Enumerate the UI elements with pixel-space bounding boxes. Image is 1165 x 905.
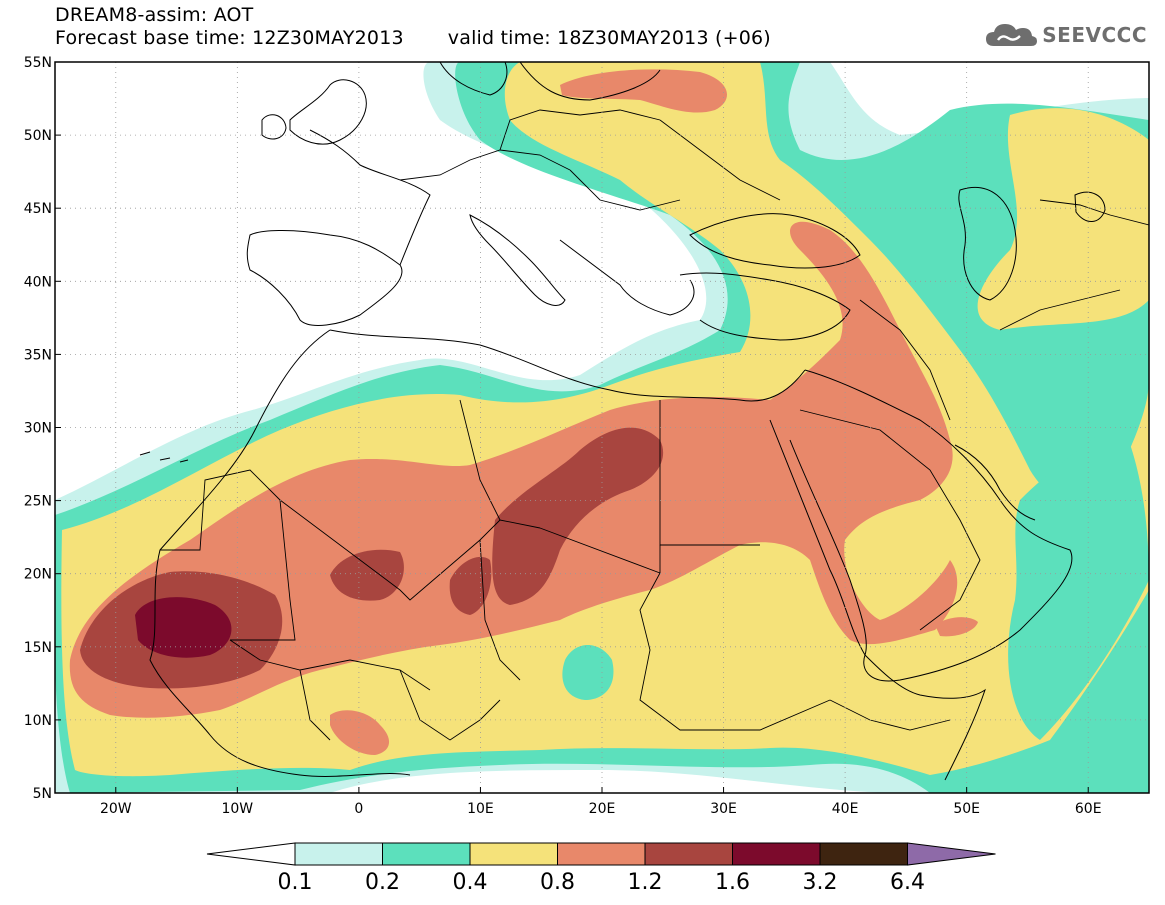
coast-black-sea bbox=[689, 213, 861, 269]
coast-red-sea bbox=[769, 419, 867, 657]
border-europe-2 bbox=[499, 109, 661, 151]
coast-north-africa bbox=[329, 329, 806, 402]
aot-level-1-2-d bbox=[492, 427, 664, 605]
border-iraq-iran bbox=[859, 299, 951, 421]
border-kazakh bbox=[1039, 199, 1149, 226]
coast-arabia bbox=[804, 369, 1073, 682]
border-mauritania bbox=[160, 469, 296, 641]
lon-label: 0 bbox=[354, 801, 363, 817]
lat-label: 40N bbox=[24, 274, 52, 290]
lat-label: 20N bbox=[24, 567, 52, 583]
border-nigeria bbox=[399, 669, 501, 741]
lon-label: 20E bbox=[589, 801, 616, 817]
lat-label: 15N bbox=[24, 640, 52, 656]
aot-level-1-2-b bbox=[330, 549, 404, 601]
coast-iberia bbox=[246, 230, 403, 326]
border-niger-chad bbox=[479, 539, 521, 681]
coast-italy bbox=[469, 214, 566, 306]
coast-turkey bbox=[679, 272, 851, 341]
border-europe-1 bbox=[399, 149, 571, 181]
title-line-1: DREAM8-assim: AOT bbox=[55, 4, 254, 26]
coast-scandinavia bbox=[439, 62, 508, 96]
lon-label: 50E bbox=[953, 801, 980, 817]
lon-label: 30E bbox=[710, 801, 737, 817]
coastlines bbox=[139, 62, 1106, 781]
title-line-2: Forecast base time: 12Z30MAY2013 valid ti… bbox=[55, 27, 771, 50]
aot-level-0-8-blob2 bbox=[935, 617, 978, 637]
lon-label: 10E bbox=[467, 801, 494, 817]
border-saudi bbox=[799, 409, 981, 631]
coast-baltic bbox=[519, 62, 661, 101]
valid-time: valid time: 18Z30MAY2013 (+06) bbox=[447, 27, 771, 49]
coast-west-africa bbox=[149, 329, 411, 777]
aot-level-0-8 bbox=[69, 221, 958, 718]
lat-label: 45N bbox=[24, 201, 52, 217]
latitude-labels: 55N 50N 45N 40N 35N 30N 25N 20N 15N 10N 5N bbox=[24, 55, 52, 802]
forecast-base-time: Forecast base time: 12Z30MAY2013 bbox=[55, 27, 404, 49]
cloud-icon bbox=[986, 24, 1038, 46]
coast-canaries bbox=[139, 451, 189, 463]
seevccc-logo: SEEVCCC bbox=[984, 20, 1147, 50]
lon-label: 20W bbox=[100, 801, 132, 817]
lat-label: 30N bbox=[24, 421, 52, 437]
coast-balkans bbox=[559, 239, 695, 316]
coast-britain bbox=[289, 79, 367, 145]
border-ethiopia bbox=[829, 699, 951, 731]
country-borders bbox=[160, 109, 1149, 741]
map-title: DREAM8-assim: AOT Forecast base time: 12… bbox=[55, 4, 771, 50]
border-sudan bbox=[639, 572, 831, 731]
aot-level-0-8-north bbox=[560, 69, 727, 113]
lat-label: 55N bbox=[24, 55, 52, 71]
graticule bbox=[55, 62, 1149, 793]
border-central-asia bbox=[999, 289, 1121, 331]
coast-ireland bbox=[261, 114, 287, 140]
coast-caspian bbox=[958, 186, 1017, 301]
lon-label: 60E bbox=[1075, 801, 1102, 817]
aot-level-1-6 bbox=[135, 597, 232, 658]
aot-level-1-2-c bbox=[449, 556, 492, 615]
coast-persian-gulf bbox=[954, 444, 1036, 521]
lat-label: 50N bbox=[24, 128, 52, 144]
lon-label: 40E bbox=[832, 801, 859, 817]
coast-horn-africa bbox=[864, 654, 986, 781]
border-algeria-mali bbox=[279, 499, 541, 601]
aot-level-0-8-blob1 bbox=[330, 710, 390, 755]
lat-label: 5N bbox=[33, 786, 52, 802]
aot-level-0-2-arabia bbox=[1008, 420, 1149, 740]
lat-label: 35N bbox=[24, 347, 52, 363]
lat-label: 25N bbox=[24, 494, 52, 510]
border-west-africa-1 bbox=[229, 639, 431, 691]
aot-level-0-2-hole bbox=[562, 645, 614, 700]
lat-label: 10N bbox=[24, 713, 52, 729]
longitude-labels: 20W 10W 0 10E 20E 30E 40E 50E 60E bbox=[100, 801, 1102, 817]
border-europe-3 bbox=[569, 169, 681, 211]
aot-level-0-4-east bbox=[977, 108, 1149, 330]
logo-text: SEEVCCC bbox=[1042, 23, 1147, 47]
lon-label: 10W bbox=[221, 801, 253, 817]
coast-france bbox=[309, 129, 431, 266]
border-algeria-libya bbox=[459, 399, 501, 521]
